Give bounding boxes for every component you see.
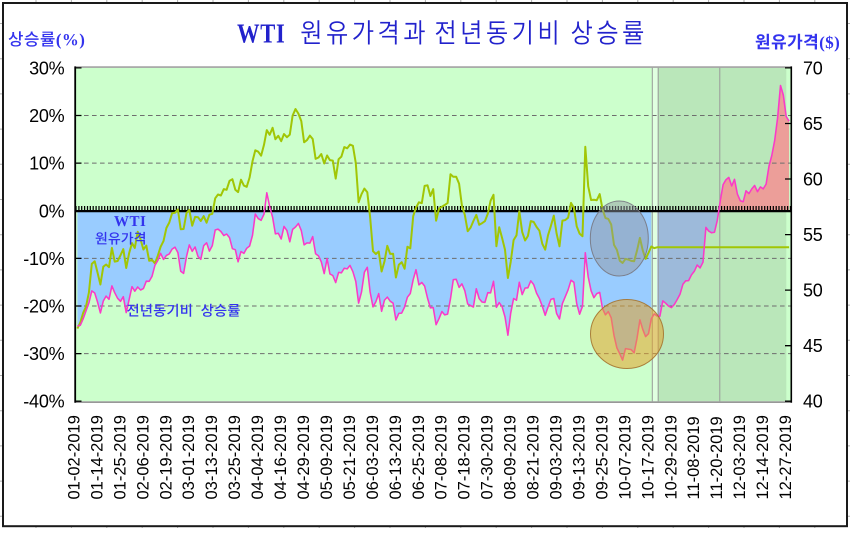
svg-text:10%: 10%: [29, 154, 65, 174]
svg-text:07-30-2019: 07-30-2019: [479, 415, 497, 499]
svg-text:10-17-2019: 10-17-2019: [639, 415, 657, 499]
svg-text:07-08-2019: 07-08-2019: [433, 415, 451, 499]
svg-text:01-02-2019: 01-02-2019: [65, 415, 83, 499]
svg-text:20%: 20%: [29, 106, 65, 126]
svg-text:-30%: -30%: [23, 344, 64, 364]
svg-text:11-08-2019: 11-08-2019: [685, 416, 703, 499]
svg-text:11-20-2019: 11-20-2019: [708, 416, 726, 499]
svg-text:03-25-2019: 03-25-2019: [226, 415, 244, 499]
svg-text:40: 40: [803, 392, 823, 412]
svg-text:03-01-2019: 03-01-2019: [180, 415, 198, 499]
svg-text:50: 50: [803, 281, 823, 301]
svg-text:30%: 30%: [29, 58, 65, 78]
svg-text:09-13-2019: 09-13-2019: [571, 415, 589, 499]
svg-text:12-14-2019: 12-14-2019: [754, 415, 772, 499]
svg-text:06-03-2019: 06-03-2019: [364, 415, 382, 499]
svg-text:09-03-2019: 09-03-2019: [548, 415, 566, 499]
svg-text:02-06-2019: 02-06-2019: [134, 415, 152, 499]
svg-text:08-21-2019: 08-21-2019: [525, 415, 543, 499]
svg-text:01-14-2019: 01-14-2019: [88, 415, 106, 499]
svg-text:-10%: -10%: [23, 249, 64, 269]
svg-text:03-13-2019: 03-13-2019: [203, 415, 221, 499]
svg-text:02-19-2019: 02-19-2019: [157, 415, 175, 499]
svg-text:05-09-2019: 05-09-2019: [318, 415, 336, 499]
svg-text:06-13-2019: 06-13-2019: [387, 415, 405, 499]
svg-text:07-18-2019: 07-18-2019: [456, 415, 474, 499]
svg-text:06-25-2019: 06-25-2019: [410, 415, 428, 499]
svg-text:04-04-2019: 04-04-2019: [249, 415, 267, 499]
svg-text:-40%: -40%: [23, 392, 64, 412]
svg-text:45: 45: [803, 336, 823, 356]
svg-text:10-07-2019: 10-07-2019: [616, 415, 634, 499]
svg-text:04-29-2019: 04-29-2019: [295, 415, 313, 499]
svg-text:10-29-2019: 10-29-2019: [662, 415, 680, 499]
svg-text:70: 70: [803, 58, 823, 78]
svg-text:09-25-2019: 09-25-2019: [593, 415, 611, 499]
svg-text:-20%: -20%: [23, 297, 64, 317]
svg-text:01-25-2019: 01-25-2019: [111, 415, 129, 499]
svg-text:04-16-2019: 04-16-2019: [272, 415, 290, 499]
svg-text:12-03-2019: 12-03-2019: [731, 415, 749, 499]
svg-text:12-27-2019: 12-27-2019: [777, 415, 795, 499]
svg-text:0%: 0%: [39, 201, 65, 221]
svg-text:05-21-2019: 05-21-2019: [341, 415, 359, 499]
svg-text:65: 65: [803, 114, 823, 134]
svg-text:60: 60: [803, 170, 823, 190]
svg-text:08-09-2019: 08-09-2019: [502, 415, 520, 499]
svg-text:55: 55: [803, 225, 823, 245]
